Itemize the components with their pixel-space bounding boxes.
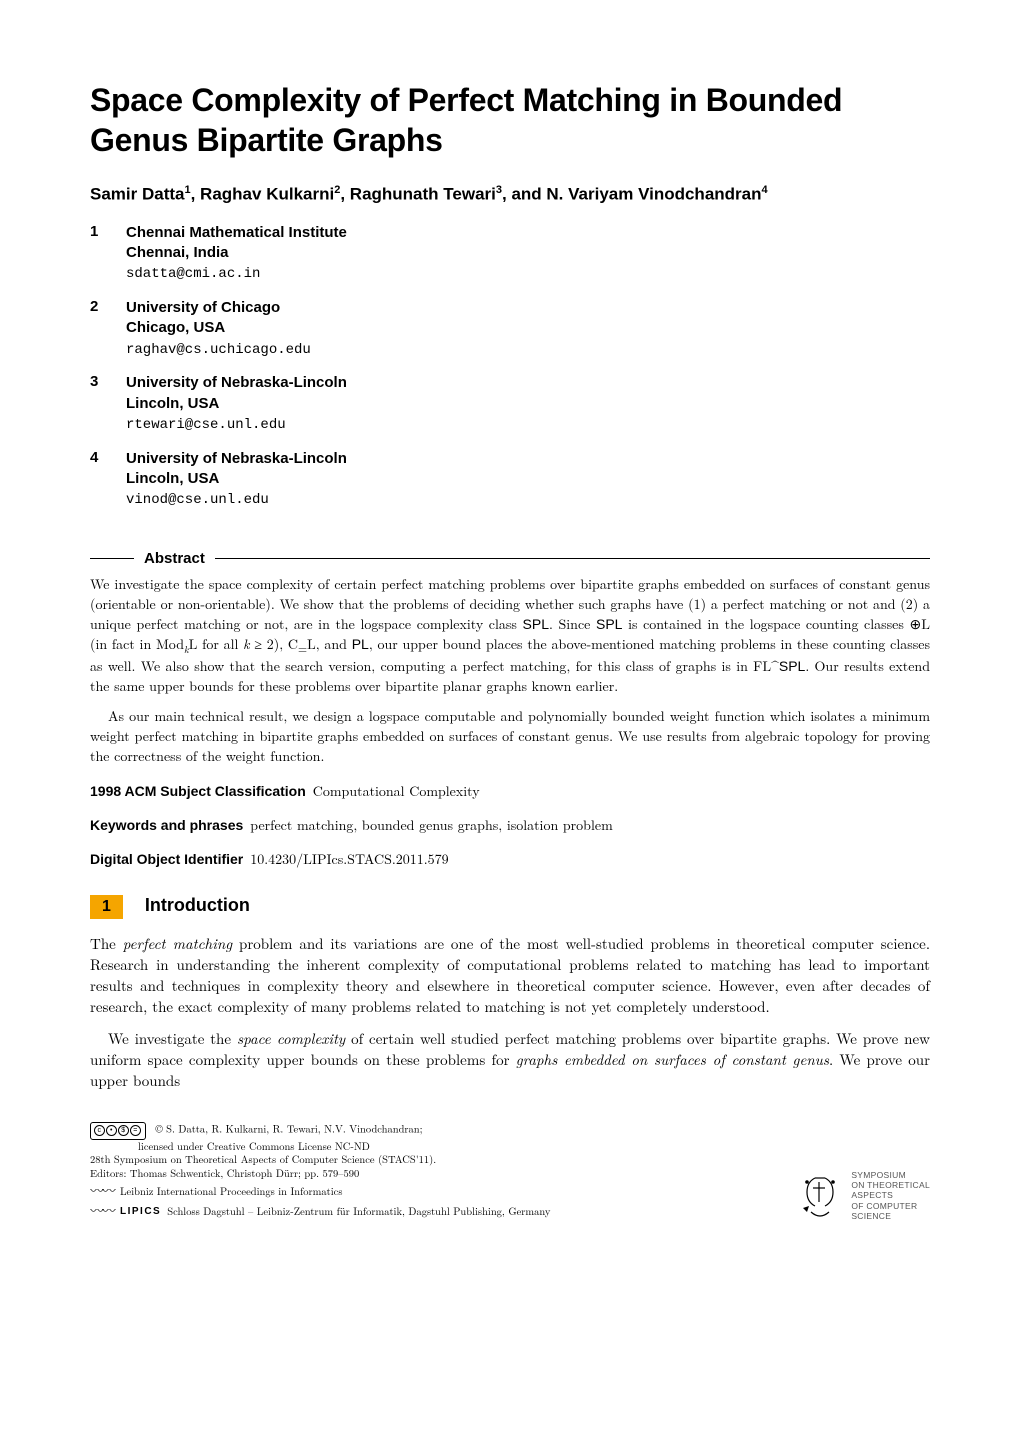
doi-link[interactable]: 10.4230/LIPIcs.STACS.2011.579	[250, 849, 448, 869]
page-title: Space Complexity of Perfect Matching in …	[90, 80, 930, 160]
keywords: Keywords and phrases perfect matching, b…	[90, 815, 930, 835]
wave-icon: 〰〰	[90, 1205, 114, 1218]
section-number: 1	[90, 895, 123, 919]
abstract-body: We investigate the space complexity of c…	[90, 575, 930, 766]
wave-icon: 〰〰	[90, 1185, 114, 1198]
affiliation-item: 2University of ChicagoChicago, USAraghav…	[90, 298, 930, 369]
doi: Digital Object Identifier 10.4230/LIPIcs…	[90, 849, 930, 869]
authors: Samir Datta1, Raghav Kulkarni2, Raghunat…	[90, 184, 930, 205]
affiliations: 1Chennai Mathematical InstituteChennai, …	[90, 223, 930, 521]
section-title: Introduction	[145, 895, 250, 916]
abstract-heading: Abstract	[90, 550, 930, 567]
stacs-logo-text: SYMPOSIUMON THEORETICALASPECTSOF COMPUTE…	[851, 1170, 930, 1221]
cc-badge-icon: c•$=	[90, 1122, 146, 1140]
stacs-logo-icon	[797, 1172, 843, 1218]
affiliation-item: 4University of Nebraska-LincolnLincoln, …	[90, 449, 930, 520]
section-heading: 1 Introduction	[90, 895, 930, 919]
body-text: The perfect matching problem and its var…	[90, 933, 930, 1092]
affiliation-item: 3University of Nebraska-LincolnLincoln, …	[90, 373, 930, 444]
page-footer: c•$= © S. Datta, R. Kulkarni, R. Tewari,…	[90, 1122, 930, 1221]
acm-classification: 1998 ACM Subject Classification Computat…	[90, 781, 930, 801]
affiliation-item: 1Chennai Mathematical InstituteChennai, …	[90, 223, 930, 294]
